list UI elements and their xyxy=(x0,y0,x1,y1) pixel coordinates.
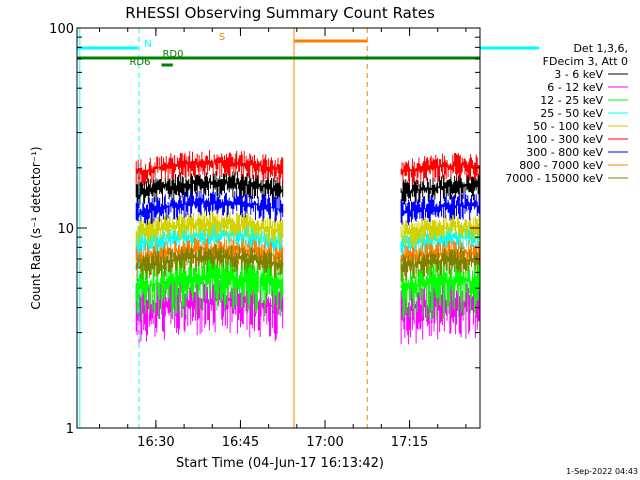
legend-entry-label: 100 - 300 keV xyxy=(526,133,603,146)
legend-entry-label: 3 - 6 keV xyxy=(554,68,603,81)
flag-label: RD0 xyxy=(162,49,183,60)
series-trace xyxy=(135,150,284,185)
flag-n: N xyxy=(77,39,540,50)
flag-rd0: RD0 xyxy=(77,49,480,60)
footer-date: 1-Sep-2022 04:43 xyxy=(566,467,638,476)
flag-s: S xyxy=(219,32,368,43)
flag-label: N xyxy=(144,39,151,50)
series-trace xyxy=(135,170,284,208)
flag-label: RD6 xyxy=(129,57,150,68)
legend-entry-label: 7000 - 15000 keV xyxy=(505,172,603,185)
series-trace xyxy=(400,152,480,185)
series-trace xyxy=(135,211,284,248)
y-tick-label: 1 xyxy=(66,422,74,437)
legend-title: Det 1,3,6, xyxy=(573,42,628,55)
series-50-100-kev xyxy=(135,211,480,248)
series-trace xyxy=(400,256,480,321)
legend-entry-label: 25 - 50 keV xyxy=(540,107,603,120)
series-7000-15000-kev xyxy=(135,244,480,282)
x-tick-label: 16:45 xyxy=(222,435,259,450)
plot-area: N S RD0 RD6 xyxy=(77,28,540,428)
y-tick-label: 10 xyxy=(57,222,74,237)
flag-label: S xyxy=(219,32,225,43)
series-trace xyxy=(400,214,480,247)
chart-title: RHESSI Observing Summary Count Rates xyxy=(125,4,435,22)
legend-entry-label: 300 - 800 keV xyxy=(526,146,603,159)
x-axis-label: Start Time (04-Jun-17 16:13:42) xyxy=(176,456,384,471)
series-12-25-kev xyxy=(135,252,480,321)
series-trace xyxy=(135,190,284,225)
legend-title: FDecim 3, Att 0 xyxy=(543,55,628,68)
legend-entry-label: 12 - 25 keV xyxy=(540,94,603,107)
series-3-6-kev xyxy=(135,170,480,208)
series-trace xyxy=(135,244,284,281)
x-tick-label: 16:30 xyxy=(137,435,174,450)
x-tick-label: 17:00 xyxy=(306,435,343,450)
series-100-300-kev xyxy=(135,150,480,185)
y-tick-label: 100 xyxy=(49,22,74,37)
series-300-800-kev xyxy=(135,190,480,226)
y-axis-label: Count Rate (s⁻¹ detector⁻¹) xyxy=(29,146,43,309)
x-tick-label: 17:15 xyxy=(391,435,428,450)
series-trace xyxy=(135,252,284,321)
legend-entry-label: 6 - 12 keV xyxy=(547,81,603,94)
plot-inner xyxy=(79,28,480,428)
flag-rd6: RD6 xyxy=(129,57,173,68)
legend-entry-label: 800 - 7000 keV xyxy=(519,159,603,172)
series-trace xyxy=(400,247,480,282)
series-trace xyxy=(400,192,480,226)
legend-entry-label: 50 - 100 keV xyxy=(533,120,603,133)
axes: 16:30 16:45 17:00 17:15 1 10 100 xyxy=(49,22,481,450)
series-trace xyxy=(400,173,480,208)
